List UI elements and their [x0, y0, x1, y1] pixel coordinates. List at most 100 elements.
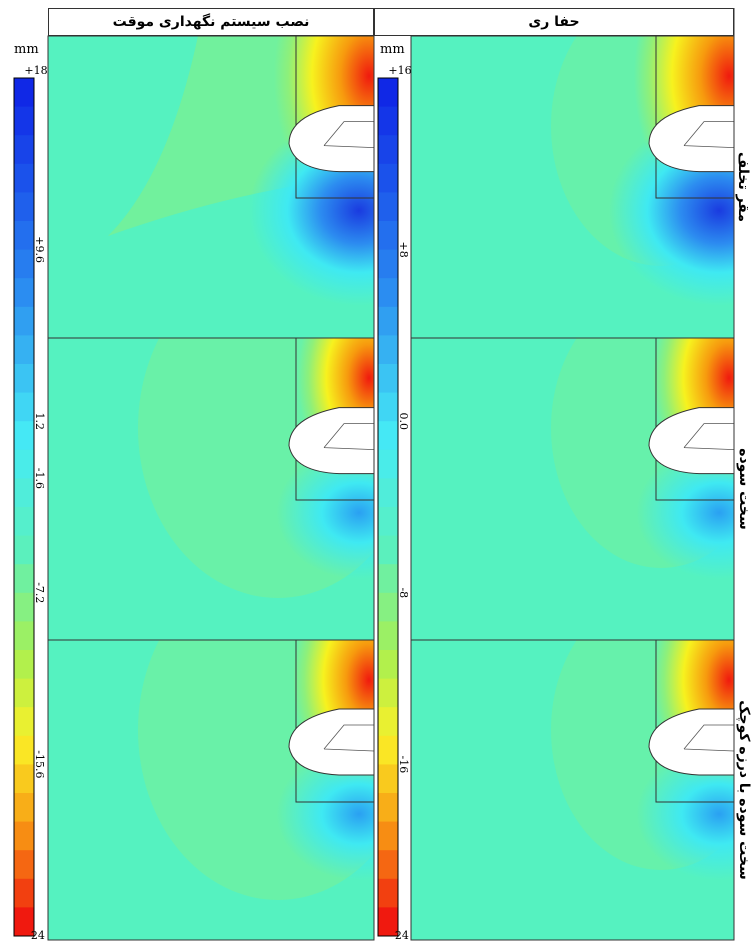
panel-r1-c1-support-box [295, 36, 374, 199]
right-color-bar-band [378, 306, 398, 336]
left-color-bar-band [14, 621, 34, 651]
left-color-bar-band [14, 449, 34, 479]
left-color-bar-band [14, 907, 34, 937]
right-color-bar-band [378, 878, 398, 908]
scale-tick-label: -8 [397, 587, 410, 598]
left-color-bar-band [14, 106, 34, 136]
right-color-bar-band [378, 392, 398, 422]
right-color-bar-band [378, 707, 398, 737]
panel-r1-c2-tunnel-opening [648, 105, 734, 173]
scale-max-label: +18 [24, 64, 47, 77]
right-color-bar-band [378, 249, 398, 279]
right-color-bar-band [378, 821, 398, 851]
right-color-bar-band [378, 907, 398, 937]
right-color-bar-band [378, 478, 398, 508]
right-scale-unit: mm [380, 42, 405, 57]
panel-r2-c2-support-box [655, 338, 734, 501]
scale-tick-label: +8 [397, 241, 410, 257]
panel-r3-c1-tunnel-lines [323, 724, 374, 752]
right-color-bar-band [378, 621, 398, 651]
right-color-bar-band [378, 764, 398, 794]
panel-r1-c1-tunnel-lines [323, 121, 374, 149]
panel-r1-c2-tunnel-lines [683, 121, 734, 149]
left-color-bar-band [14, 564, 34, 594]
scale-tick-label: -15.6 [33, 750, 46, 778]
left-color-bar-band [14, 678, 34, 708]
panel-r3-c1-tunnel-opening [288, 708, 374, 776]
right-color-bar-band [378, 650, 398, 680]
panel-r3-c2-field [411, 640, 734, 940]
right-color-bar-band [378, 678, 398, 708]
left-color-bar-band [14, 135, 34, 165]
left-color-bar-band [14, 507, 34, 537]
panel-r3-c2-blue-contour [636, 747, 734, 881]
right-color-bar-band [378, 192, 398, 222]
panel-r3-c1-blue-contour [276, 747, 374, 881]
right-color-bar-frame [377, 77, 399, 937]
left-color-bar-band [14, 335, 34, 365]
scale-max-label: +16 [388, 64, 411, 77]
panel-r2-c1-support-box [295, 338, 374, 501]
left-color-bar-band [14, 249, 34, 279]
scale-min-label: -24 [27, 929, 45, 941]
left-color-bar-frame [13, 77, 35, 937]
panel-r2-c2-blue-contour [636, 446, 734, 580]
panel-r2-c2-tunnel-opening [648, 407, 734, 475]
panel-r2-c1-field [48, 338, 374, 640]
right-color-bar-band [378, 135, 398, 165]
panel-r2-c1-tunnel-opening [288, 407, 374, 475]
left-color-bar-band [14, 821, 34, 851]
left-color-bar-band [14, 535, 34, 565]
right-color-bar-band [378, 735, 398, 765]
panel-r3-c1-support-box [295, 640, 374, 803]
left-color-bar-band [14, 192, 34, 222]
panel-r3-c2-tunnel-lines [683, 724, 734, 752]
right-color-bar-band [378, 507, 398, 537]
right-color-bar-band [378, 793, 398, 823]
panel-r2-c2-field [411, 338, 734, 640]
left-color-bar-band [14, 764, 34, 794]
right-color-bar-band [378, 421, 398, 451]
panel-r1-c2-field [411, 36, 734, 338]
scale-tick-label: -16 [397, 756, 410, 774]
left-color-bar-band [14, 650, 34, 680]
panel-r3-c2-support-box [655, 640, 734, 803]
panel-r1-c1-field [48, 36, 374, 338]
scale-tick-label: 0.0 [397, 412, 410, 430]
left-color-bar-band [14, 707, 34, 737]
right-color-bar-band [378, 364, 398, 394]
right-color-bar-band [378, 592, 398, 622]
left-color-bar-band [14, 878, 34, 908]
right-color-bar-band [378, 564, 398, 594]
right-color-bar-band [378, 78, 398, 108]
scale-min-label: -24 [391, 929, 409, 941]
left-color-bar-band [14, 592, 34, 622]
left-color-bar-band [14, 478, 34, 508]
left-color-bar-band [14, 735, 34, 765]
panel-r1-c1-tunnel-opening [288, 105, 374, 173]
left-color-bar-band [14, 278, 34, 308]
left-color-bar-band [14, 392, 34, 422]
right-color-bar-band [378, 335, 398, 365]
left-scale-unit: mm [14, 42, 39, 57]
left-color-bar-band [14, 78, 34, 108]
panel-r2-c2-tunnel-lines [683, 423, 734, 451]
right-color-bar-band [378, 106, 398, 136]
right-color-bar-band [378, 535, 398, 565]
right-color-bar-band [378, 449, 398, 479]
right-color-bar-band [378, 850, 398, 880]
panel-r2-c1-tunnel-lines [323, 423, 374, 451]
left-color-bar-band [14, 221, 34, 251]
panel-r3-c1-field [48, 640, 374, 940]
scale-tick-label: +9.6 [33, 236, 46, 263]
panel-r3-c2-tunnel-opening [648, 708, 734, 776]
scale-tick-label: -1.6 [33, 468, 46, 489]
right-color-bar-band [378, 278, 398, 308]
left-color-bar-band [14, 163, 34, 193]
right-color-bar-band [378, 163, 398, 193]
left-color-bar-band [14, 364, 34, 394]
left-color-bar-band [14, 421, 34, 451]
left-color-bar-band [14, 793, 34, 823]
